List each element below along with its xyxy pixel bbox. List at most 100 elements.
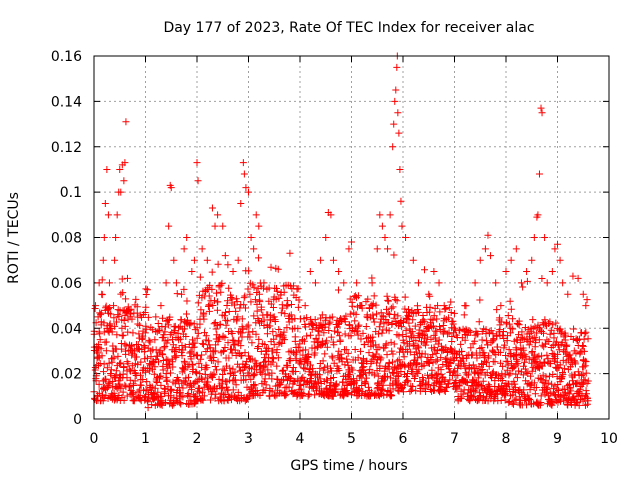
roti-point — [264, 366, 272, 374]
roti-point — [145, 336, 153, 344]
roti-point — [115, 360, 123, 368]
roti-point — [221, 252, 229, 260]
roti-point — [329, 354, 337, 362]
roti-point — [320, 329, 328, 337]
roti-point — [250, 245, 258, 253]
roti-point — [409, 383, 417, 391]
roti-point — [504, 311, 512, 319]
roti-point — [117, 339, 125, 347]
roti-point — [271, 317, 279, 325]
roti-point — [493, 306, 501, 314]
roti-point — [538, 352, 546, 360]
roti-point — [102, 347, 110, 355]
roti-point — [273, 346, 281, 354]
roti-point — [341, 330, 349, 338]
roti-point — [213, 306, 221, 314]
roti-point — [425, 360, 433, 368]
roti-point — [471, 337, 479, 345]
x-tick-label: 4 — [296, 431, 305, 447]
roti-point — [227, 293, 235, 301]
roti-point — [461, 336, 469, 344]
roti-point — [458, 394, 466, 402]
roti-point — [179, 393, 187, 401]
roti-point — [269, 328, 277, 336]
roti-point — [237, 342, 245, 350]
roti-point — [364, 295, 372, 303]
roti-point — [295, 296, 303, 304]
x-tick-label: 7 — [450, 431, 459, 447]
roti-point — [311, 316, 319, 324]
roti-point — [405, 313, 413, 321]
roti-point — [96, 336, 104, 344]
roti-point — [199, 396, 207, 404]
roti-point — [352, 310, 360, 318]
roti-point — [224, 261, 232, 269]
roti-point — [506, 297, 514, 305]
roti-point — [507, 324, 515, 332]
roti-point — [515, 387, 523, 395]
roti-point — [249, 372, 257, 380]
roti-point — [391, 296, 399, 304]
roti-point — [343, 355, 351, 363]
roti-point — [376, 318, 384, 326]
roti-point — [178, 290, 186, 298]
roti-point — [105, 279, 113, 287]
roti-point — [117, 384, 125, 392]
roti-point — [198, 245, 206, 253]
roti-point — [512, 346, 520, 354]
roti-point — [377, 354, 385, 362]
roti-point — [291, 337, 299, 345]
roti-point — [119, 370, 127, 378]
roti-point — [185, 341, 193, 349]
roti-point — [122, 295, 130, 303]
roti-point — [136, 381, 144, 389]
roti-point — [128, 342, 136, 350]
roti-point — [234, 349, 242, 357]
roti-point — [204, 378, 212, 386]
roti-point — [523, 268, 531, 276]
roti-point — [558, 328, 566, 336]
roti-point — [291, 324, 299, 332]
roti-point — [310, 351, 318, 359]
roti-point — [478, 336, 486, 344]
roti-point — [569, 377, 577, 385]
roti-point — [474, 374, 482, 382]
roti-point — [434, 302, 442, 310]
roti-point — [291, 350, 299, 358]
roti-point — [330, 341, 338, 349]
roti-point — [336, 332, 344, 340]
roti-point — [569, 272, 577, 280]
roti-point — [232, 295, 240, 303]
roti-point — [237, 352, 245, 360]
roti-point — [579, 341, 587, 349]
roti-point — [336, 336, 344, 344]
roti-point — [494, 343, 502, 351]
roti-point — [214, 358, 222, 366]
roti-point — [353, 279, 361, 287]
roti-point — [420, 331, 428, 339]
roti-point — [403, 376, 411, 384]
roti-point — [374, 372, 382, 380]
roti-point — [241, 349, 249, 357]
roti-point — [274, 354, 282, 362]
roti-point — [388, 347, 396, 355]
roti-point — [553, 385, 561, 393]
roti-point — [371, 390, 379, 398]
roti-point — [370, 371, 378, 379]
roti-point — [240, 294, 248, 302]
roti-point — [225, 354, 233, 362]
roti-point — [535, 170, 543, 178]
roti-point — [298, 391, 306, 399]
roti-point — [524, 391, 532, 399]
roti-point — [475, 318, 483, 326]
roti-point — [583, 400, 591, 408]
roti-point — [384, 296, 392, 304]
roti-point — [447, 346, 455, 354]
roti-point — [382, 340, 390, 348]
roti-point — [581, 362, 589, 370]
roti-point — [458, 348, 466, 355]
roti-point — [427, 335, 435, 343]
roti-point — [390, 120, 398, 128]
roti-point — [538, 109, 546, 117]
y-tick-label: 0 — [73, 412, 82, 428]
